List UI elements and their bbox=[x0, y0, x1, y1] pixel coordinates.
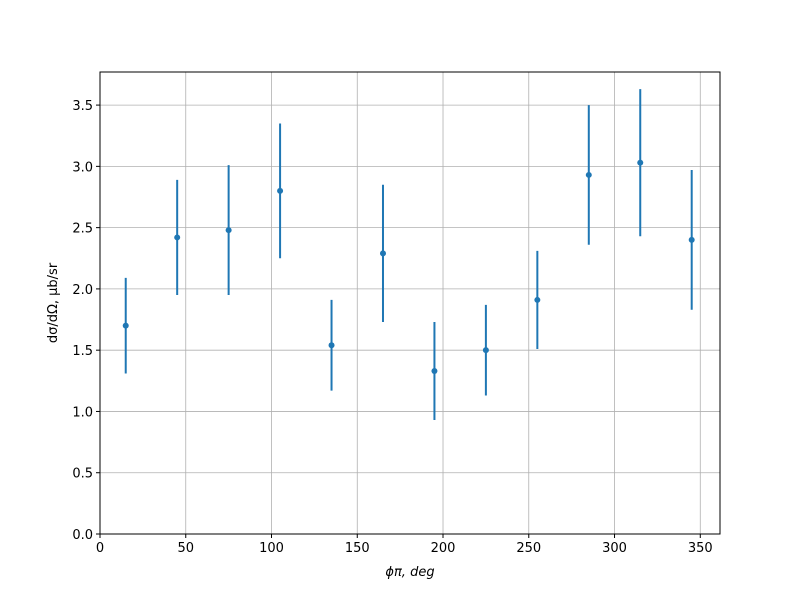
x-axis-label: ϕπ, deg bbox=[385, 565, 434, 580]
y-tick-label: 1.0 bbox=[72, 405, 93, 420]
data-point bbox=[585, 171, 592, 178]
plot-frame bbox=[99, 71, 721, 535]
data-point bbox=[482, 347, 489, 354]
y-tick-label: 3.5 bbox=[72, 99, 93, 114]
data-point bbox=[328, 342, 335, 349]
y-tick-label: 1.5 bbox=[72, 344, 93, 359]
x-tick-label: 150 bbox=[345, 541, 370, 556]
data-point bbox=[122, 322, 129, 329]
x-tick-label: 200 bbox=[431, 541, 456, 556]
x-tick-label: 300 bbox=[602, 541, 627, 556]
data-point bbox=[277, 187, 284, 194]
data-point bbox=[637, 159, 644, 166]
y-axis-label: dσ/dΩ, μb/sr bbox=[46, 262, 61, 343]
data-point bbox=[431, 368, 438, 375]
x-tick-label: 250 bbox=[516, 541, 541, 556]
y-tick-label: 0.5 bbox=[72, 467, 93, 482]
y-tick-label: 2.0 bbox=[72, 283, 93, 298]
y-tick-label: 3.0 bbox=[72, 160, 93, 175]
data-point bbox=[688, 236, 695, 243]
y-tick-label: 0.0 bbox=[72, 528, 93, 543]
x-tick-label: 350 bbox=[688, 541, 713, 556]
data-point bbox=[225, 227, 232, 234]
x-tick-label: 0 bbox=[96, 541, 104, 556]
y-tick-label: 2.5 bbox=[72, 222, 93, 237]
x-tick-label: 100 bbox=[259, 541, 284, 556]
data-point bbox=[534, 296, 541, 303]
x-tick-label: 50 bbox=[177, 541, 194, 556]
data-point bbox=[379, 250, 386, 257]
data-point bbox=[174, 234, 181, 241]
